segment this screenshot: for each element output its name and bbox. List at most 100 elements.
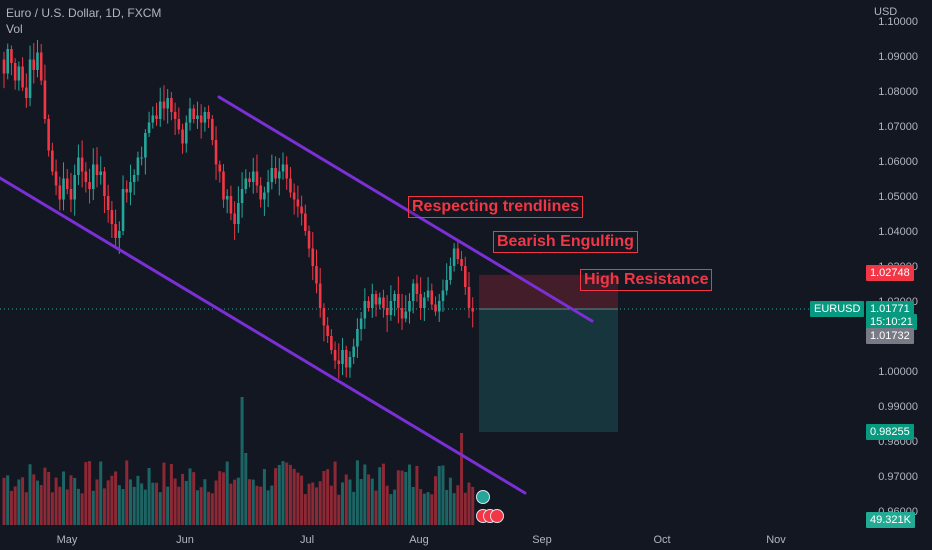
volume-bar bbox=[381, 463, 385, 525]
x-tick-label: Jun bbox=[176, 534, 194, 546]
candle-body bbox=[54, 171, 58, 186]
volume-bar bbox=[121, 489, 125, 525]
candle-body bbox=[69, 189, 73, 200]
candle-body bbox=[274, 168, 277, 179]
candle-body bbox=[326, 325, 329, 336]
annotation-high-resistance[interactable]: High Resistance bbox=[580, 269, 713, 291]
volume-bar bbox=[225, 461, 229, 525]
candle-body bbox=[300, 206, 303, 214]
dividend-event-icon[interactable] bbox=[476, 490, 490, 504]
volume-bar bbox=[181, 473, 185, 525]
y-tick-label: 0.97000 bbox=[878, 471, 918, 483]
volume-bar bbox=[125, 460, 129, 525]
symbol-title[interactable]: Euro / U.S. Dollar, 1D, FXCM bbox=[6, 6, 162, 20]
candle-body bbox=[10, 49, 13, 63]
volume-bar bbox=[117, 485, 121, 525]
volume-bar bbox=[166, 486, 170, 525]
volume-bar bbox=[43, 467, 47, 525]
candle-body bbox=[114, 224, 117, 238]
candle-body bbox=[467, 287, 471, 308]
volume-bar bbox=[419, 489, 423, 525]
candle-body bbox=[322, 308, 326, 326]
volume-bar bbox=[467, 482, 471, 525]
x-tick-label: Nov bbox=[766, 534, 786, 546]
volume-bar bbox=[445, 489, 449, 525]
candle-body bbox=[140, 157, 143, 159]
volume-label[interactable]: Vol bbox=[6, 22, 23, 36]
candle-body bbox=[181, 129, 184, 144]
y-tick-label: 1.07000 bbox=[878, 121, 918, 133]
candle-body bbox=[106, 196, 110, 210]
candle-body bbox=[333, 350, 337, 361]
volume-bar bbox=[266, 490, 270, 525]
candle-body bbox=[21, 66, 24, 88]
candle-body bbox=[207, 112, 210, 119]
candle-body bbox=[423, 297, 426, 308]
y-tick-label: 1.00000 bbox=[878, 366, 918, 378]
volume-bar bbox=[240, 397, 244, 525]
volume-bar bbox=[460, 433, 464, 525]
resistance-price-badge: 1.02748 bbox=[866, 265, 914, 281]
y-tick-label: 1.04000 bbox=[878, 226, 918, 238]
candle-body bbox=[95, 164, 99, 175]
candle-body bbox=[255, 171, 259, 186]
volume-bar bbox=[69, 475, 73, 525]
us-flag-event-icon-3[interactable] bbox=[490, 509, 504, 523]
candle-body bbox=[177, 119, 181, 130]
candle-body bbox=[449, 266, 452, 280]
volume-bar bbox=[47, 471, 51, 525]
volume-bar bbox=[300, 475, 304, 525]
candle-body bbox=[62, 178, 65, 200]
y-tick-label: 0.99000 bbox=[878, 401, 918, 413]
candle-body bbox=[374, 294, 378, 305]
candle-body bbox=[237, 203, 240, 224]
candle-body bbox=[285, 164, 289, 179]
candle-body bbox=[58, 185, 62, 200]
candle-body bbox=[460, 259, 463, 266]
volume-bar bbox=[140, 483, 144, 525]
candle-body bbox=[296, 199, 300, 207]
candle-body bbox=[162, 101, 166, 109]
volume-bar bbox=[277, 464, 281, 525]
volume-bar bbox=[80, 493, 84, 525]
volume-bar bbox=[262, 468, 266, 525]
take-profit-zone bbox=[479, 309, 618, 433]
volume-bar bbox=[91, 490, 95, 525]
volume-bar bbox=[434, 476, 438, 525]
candle-body bbox=[263, 192, 266, 200]
volume-bar bbox=[151, 482, 155, 525]
candle-body bbox=[28, 59, 32, 98]
candle-body bbox=[91, 164, 95, 189]
annotation-respecting-trendlines[interactable]: Respecting trendlines bbox=[408, 196, 584, 218]
volume-bar bbox=[396, 470, 400, 525]
candle-body bbox=[39, 52, 43, 81]
candle-body bbox=[411, 283, 415, 301]
volume-bar bbox=[318, 481, 322, 525]
candle-body bbox=[188, 108, 192, 123]
volume-bar bbox=[233, 479, 237, 525]
candle-body bbox=[2, 59, 6, 74]
volume-bar bbox=[84, 462, 88, 525]
volume-bar bbox=[76, 488, 80, 525]
volume-bar bbox=[296, 472, 300, 525]
candle-body bbox=[437, 301, 441, 312]
candle-body bbox=[51, 150, 54, 172]
candle-body bbox=[304, 213, 307, 231]
candle-body bbox=[129, 182, 132, 193]
candle-body bbox=[103, 171, 106, 196]
candle-body bbox=[65, 178, 69, 189]
candle-body bbox=[397, 294, 400, 308]
volume-bar bbox=[13, 486, 17, 525]
volume-bar bbox=[203, 479, 207, 525]
x-tick-label: Aug bbox=[409, 534, 429, 546]
volume-bar bbox=[281, 461, 285, 525]
volume-bar bbox=[385, 485, 389, 525]
volume-bar bbox=[333, 461, 337, 525]
x-tick-label: May bbox=[57, 534, 78, 546]
candle-body bbox=[88, 182, 91, 189]
volume-bar bbox=[28, 464, 32, 525]
candle-body bbox=[393, 294, 396, 301]
annotation-bearish-engulfing[interactable]: Bearish Engulfing bbox=[493, 231, 638, 253]
